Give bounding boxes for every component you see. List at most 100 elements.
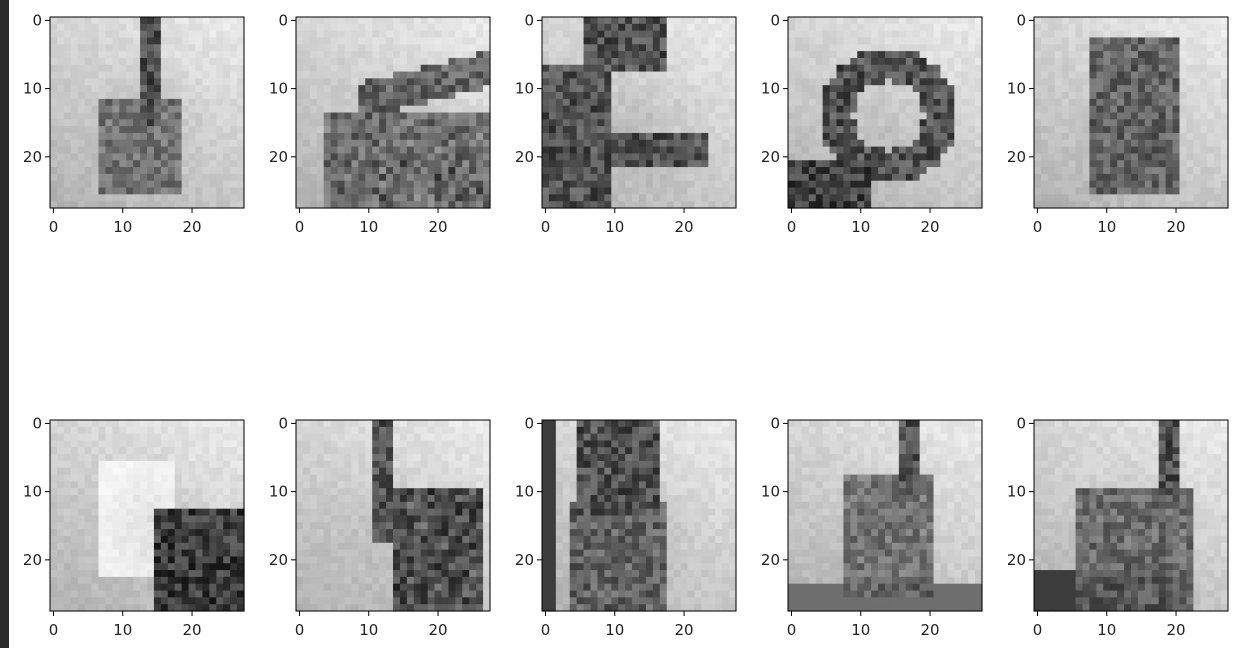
x-tick-label: 20 bbox=[1166, 621, 1185, 639]
subplot-svg: 0 10 20 0 10 20 bbox=[515, 414, 737, 639]
x-tick-label: 10 bbox=[1097, 621, 1116, 639]
subplot-r1-c4: 0 10 20 0 10 20 bbox=[994, 414, 1236, 643]
x-tick-label: 0 bbox=[787, 621, 797, 639]
subplot-svg: 0 10 20 0 10 20 bbox=[761, 11, 983, 236]
x-tick-label: 0 bbox=[295, 621, 305, 639]
grayscale-image bbox=[788, 17, 983, 209]
y-tick-label: 0 bbox=[770, 414, 780, 432]
axes-frame bbox=[49, 419, 245, 612]
y-tick-label: 20 bbox=[515, 551, 534, 569]
y-tick-label: 0 bbox=[1016, 11, 1026, 29]
x-tick-label: 20 bbox=[1166, 218, 1185, 236]
subplot-r0-c0: 0 10 20 0 10 20 bbox=[10, 11, 252, 240]
y-tick-label: 0 bbox=[278, 414, 288, 432]
subplot-svg: 0 10 20 0 10 20 bbox=[515, 11, 737, 236]
subplot-svg: 0 10 20 0 10 20 bbox=[23, 11, 245, 236]
subplot-r0-c3: 0 10 20 0 10 20 bbox=[748, 11, 990, 240]
y-tick-label: 10 bbox=[515, 80, 534, 98]
x-tick-label: 20 bbox=[428, 621, 447, 639]
y-tick-label: 10 bbox=[515, 483, 534, 501]
left-window-strip bbox=[0, 0, 9, 648]
axes-frame bbox=[787, 16, 983, 209]
x-tick-label: 0 bbox=[295, 218, 305, 236]
axes-frame bbox=[541, 419, 737, 612]
y-tick-label: 0 bbox=[524, 414, 534, 432]
x-tick-label: 20 bbox=[674, 621, 693, 639]
x-tick-label: 10 bbox=[359, 621, 378, 639]
y-tick-label: 20 bbox=[23, 148, 42, 166]
grayscale-image bbox=[296, 17, 491, 209]
axes-frame bbox=[295, 419, 491, 612]
y-tick-label: 0 bbox=[32, 11, 42, 29]
subplot-r0-c1: 0 10 20 0 10 20 bbox=[256, 11, 498, 240]
subplot-svg: 0 10 20 0 10 20 bbox=[23, 414, 245, 639]
y-tick-label: 0 bbox=[278, 11, 288, 29]
x-tick-label: 10 bbox=[851, 218, 870, 236]
y-tick-label: 0 bbox=[524, 11, 534, 29]
x-tick-label: 10 bbox=[851, 621, 870, 639]
y-tick-label: 10 bbox=[761, 483, 780, 501]
x-tick-label: 0 bbox=[787, 218, 797, 236]
x-tick-label: 20 bbox=[674, 218, 693, 236]
y-tick-label: 0 bbox=[770, 11, 780, 29]
y-tick-label: 10 bbox=[1007, 80, 1026, 98]
subplot-r0-c4: 0 10 20 0 10 20 bbox=[994, 11, 1236, 240]
x-tick-label: 0 bbox=[1033, 621, 1043, 639]
axes-frame bbox=[49, 16, 245, 209]
x-tick-label: 10 bbox=[359, 218, 378, 236]
grayscale-image bbox=[296, 420, 491, 612]
axes-frame bbox=[1033, 419, 1229, 612]
x-tick-label: 10 bbox=[113, 218, 132, 236]
y-tick-label: 20 bbox=[761, 551, 780, 569]
y-tick-label: 10 bbox=[1007, 483, 1026, 501]
grayscale-image bbox=[788, 420, 983, 612]
axes-frame bbox=[787, 419, 983, 612]
y-tick-label: 0 bbox=[32, 414, 42, 432]
x-tick-label: 20 bbox=[182, 621, 201, 639]
x-tick-label: 20 bbox=[920, 621, 939, 639]
y-tick-label: 20 bbox=[269, 148, 288, 166]
subplot-r1-c1: 0 10 20 0 10 20 bbox=[256, 414, 498, 643]
y-tick-label: 10 bbox=[23, 483, 42, 501]
x-tick-label: 20 bbox=[428, 218, 447, 236]
figure-grid: 0 10 20 0 10 20 0 10 20 0 10 20 0 10 20 0 10 20 0 10 20 0 10 20… bbox=[9, 0, 1236, 648]
grayscale-image bbox=[542, 17, 737, 209]
subplot-svg: 0 10 20 0 10 20 bbox=[269, 11, 491, 236]
subplot-r0-c2: 0 10 20 0 10 20 bbox=[502, 11, 744, 240]
axes-frame bbox=[541, 16, 737, 209]
x-tick-label: 0 bbox=[541, 621, 551, 639]
y-tick-label: 20 bbox=[761, 148, 780, 166]
x-tick-label: 20 bbox=[920, 218, 939, 236]
x-tick-label: 10 bbox=[113, 621, 132, 639]
y-tick-label: 20 bbox=[269, 551, 288, 569]
grayscale-image bbox=[50, 420, 245, 612]
y-tick-label: 10 bbox=[269, 483, 288, 501]
x-tick-label: 10 bbox=[1097, 218, 1116, 236]
subplot-svg: 0 10 20 0 10 20 bbox=[269, 414, 491, 639]
subplot-r1-c0: 0 10 20 0 10 20 bbox=[10, 414, 252, 643]
grayscale-image bbox=[1034, 17, 1229, 209]
y-tick-label: 20 bbox=[23, 551, 42, 569]
axes-frame bbox=[295, 16, 491, 209]
grayscale-image bbox=[50, 17, 245, 209]
y-tick-label: 0 bbox=[1016, 414, 1026, 432]
y-tick-label: 20 bbox=[1007, 551, 1026, 569]
subplot-svg: 0 10 20 0 10 20 bbox=[1007, 11, 1229, 236]
x-tick-label: 20 bbox=[182, 218, 201, 236]
grayscale-image bbox=[542, 420, 737, 612]
subplot-r1-c3: 0 10 20 0 10 20 bbox=[748, 414, 990, 643]
grayscale-image bbox=[1034, 420, 1229, 612]
y-tick-label: 20 bbox=[515, 148, 534, 166]
x-tick-label: 10 bbox=[605, 218, 624, 236]
x-tick-label: 10 bbox=[605, 621, 624, 639]
y-tick-label: 10 bbox=[269, 80, 288, 98]
y-tick-label: 10 bbox=[761, 80, 780, 98]
subplot-svg: 0 10 20 0 10 20 bbox=[1007, 414, 1229, 639]
y-tick-label: 20 bbox=[1007, 148, 1026, 166]
axes-frame bbox=[1033, 16, 1229, 209]
x-tick-label: 0 bbox=[1033, 218, 1043, 236]
x-tick-label: 0 bbox=[49, 621, 59, 639]
x-tick-label: 0 bbox=[49, 218, 59, 236]
subplot-r1-c2: 0 10 20 0 10 20 bbox=[502, 414, 744, 643]
y-tick-label: 10 bbox=[23, 80, 42, 98]
